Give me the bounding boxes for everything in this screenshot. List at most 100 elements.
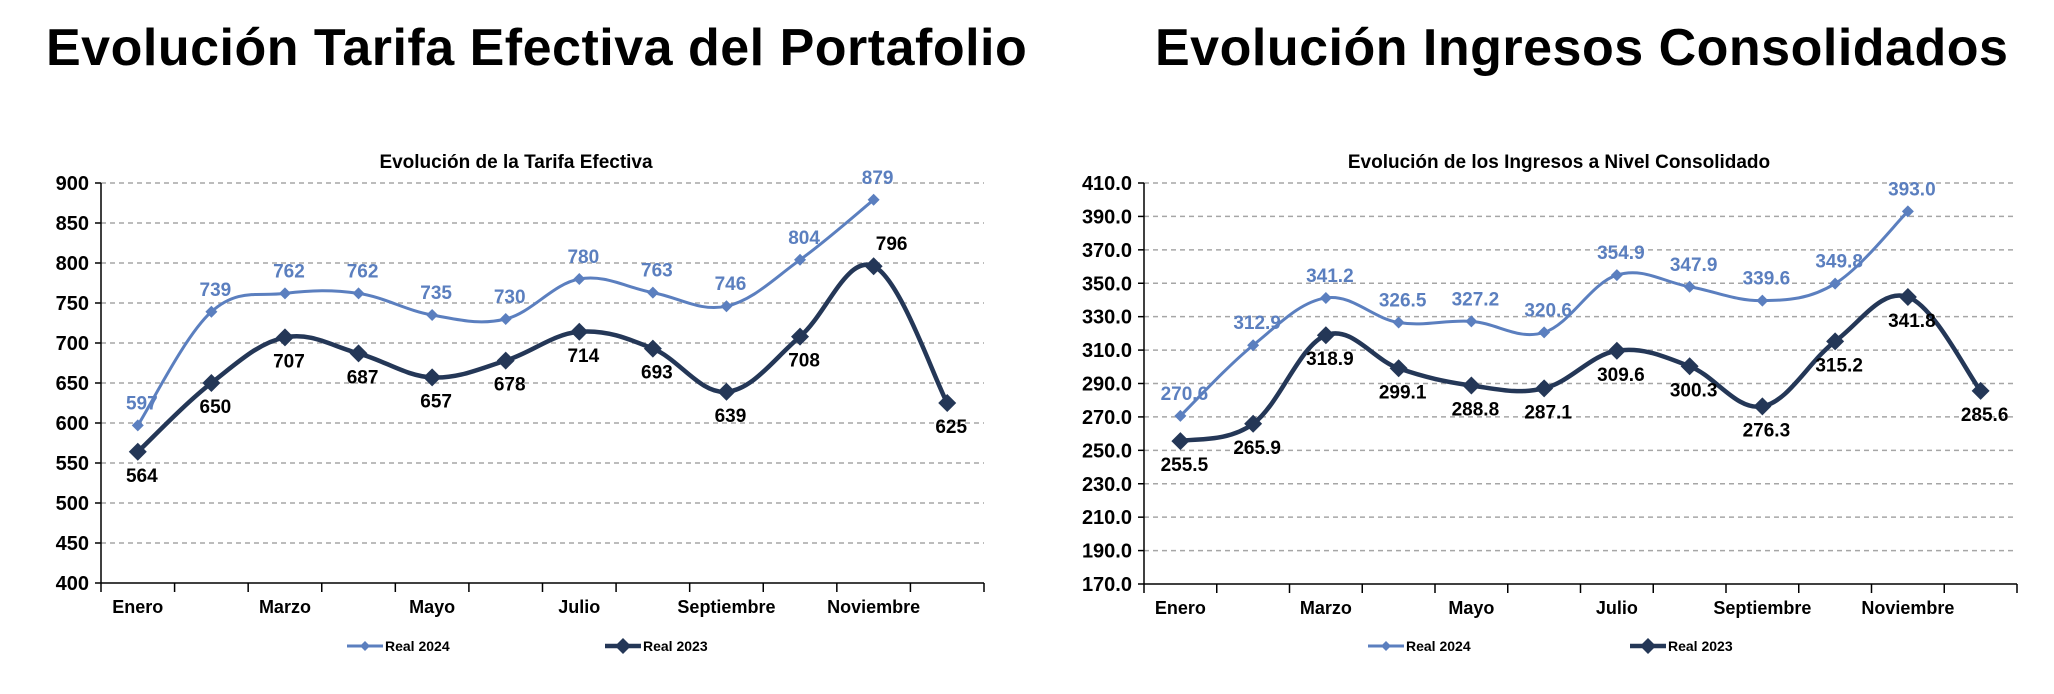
data-point: [205, 305, 218, 318]
y-tick-label: 700: [56, 333, 89, 355]
data-point: [643, 339, 662, 358]
data-point: [1319, 291, 1332, 304]
series-real-2024: 270.6 312.9 341.2 326.5 327.2 320.6 354.9 347.9…: [1161, 179, 1936, 422]
data-point: [128, 442, 147, 461]
data-label: 255.5: [1161, 455, 1209, 476]
chart-tarifa: Evolución de la Tarifa Efectiva 400 450 500…: [56, 152, 985, 654]
data-label: 735: [420, 283, 452, 304]
data-point: [1971, 381, 1990, 400]
data-label: 347.9: [1670, 255, 1718, 276]
y-tick-label: 450: [56, 533, 89, 555]
x-tick-label: Marzo: [1300, 598, 1352, 618]
legend-marker: [615, 638, 631, 654]
data-point: [349, 344, 368, 363]
data-point: [1462, 376, 1481, 395]
legend-label: Real 2024: [1406, 638, 1471, 654]
data-label: 339.6: [1743, 269, 1791, 290]
data-point: [794, 253, 807, 266]
data-label: 687: [347, 367, 379, 388]
data-point: [938, 394, 957, 412]
data-label: 327.2: [1452, 289, 1500, 310]
x-tick-label: Mayo: [1448, 598, 1494, 618]
data-label: 341.8: [1888, 311, 1936, 332]
data-point: [1901, 205, 1914, 218]
data-point: [864, 257, 883, 276]
y-tick-label: 550: [56, 453, 89, 475]
legend-item-real-2023: Real 2023: [1630, 638, 1733, 654]
data-label: 796: [876, 234, 908, 255]
y-tick-label: 650: [56, 373, 89, 395]
data-label: 300.3: [1670, 380, 1718, 401]
y-tick-label: 310.0: [1082, 340, 1132, 362]
data-point: [1826, 332, 1845, 351]
data-label: 288.8: [1452, 400, 1500, 421]
data-point: [1898, 287, 1917, 306]
data-point: [1465, 315, 1478, 328]
legend-label: Real 2023: [643, 638, 708, 654]
y-tick-label: 290.0: [1082, 374, 1132, 396]
data-label: 312.9: [1233, 313, 1281, 334]
data-point: [1171, 432, 1190, 451]
legend-marker: [1640, 638, 1656, 654]
data-label: 285.6: [1961, 405, 2009, 426]
data-label: 739: [200, 280, 232, 301]
data-point: [1610, 269, 1623, 282]
legend-label: Real 2023: [1668, 638, 1733, 654]
data-point: [202, 374, 221, 392]
data-point: [570, 322, 589, 341]
data-label: 341.2: [1306, 266, 1354, 287]
data-label: 708: [788, 351, 820, 372]
data-label: 714: [567, 346, 599, 367]
data-point: [573, 273, 586, 285]
y-tick-label: 370.0: [1082, 240, 1132, 262]
data-point: [1753, 397, 1772, 416]
data-point: [352, 287, 365, 300]
data-point: [867, 193, 880, 206]
data-point: [646, 286, 659, 299]
y-tick-label: 410.0: [1082, 173, 1132, 195]
data-label: 707: [273, 351, 305, 372]
data-label: 318.9: [1306, 349, 1354, 370]
data-label: 678: [494, 375, 526, 396]
data-point: [1756, 294, 1769, 307]
y-tick-label: 800: [56, 253, 89, 275]
data-label: 693: [641, 363, 673, 384]
series-real-2023: 255.5 265.9 318.9 299.1 288.8 287.1 309.6 300.3…: [1161, 287, 2009, 476]
data-label: 780: [567, 247, 599, 268]
legend-item-real-2023: Real 2023: [605, 638, 708, 654]
data-label: 650: [200, 397, 232, 418]
x-tick-label: Julio: [1596, 598, 1638, 618]
legend-marker: [360, 641, 370, 651]
data-label: 393.0: [1888, 179, 1936, 200]
y-tick-label: 850: [56, 213, 89, 235]
data-label: 762: [273, 261, 305, 282]
chart-ingresos: Evolución de los Ingresos a Nivel Consol…: [1082, 152, 2018, 654]
y-tick-label: 170.0: [1082, 574, 1132, 596]
data-point: [423, 368, 442, 387]
x-tick-label: Noviembre: [1861, 598, 1954, 618]
data-label: 309.6: [1597, 365, 1645, 386]
data-point: [791, 327, 810, 346]
data-label: 349.8: [1815, 252, 1863, 273]
data-point: [275, 328, 294, 347]
x-tick-label: Marzo: [259, 597, 311, 617]
series-real-2023: 564 650 707 687 657 678 714 693 639 708 796 625: [126, 234, 968, 487]
series-line: [136, 262, 950, 454]
legend-item-real-2024: Real 2024: [1368, 638, 1471, 654]
legend-label: Real 2024: [385, 638, 450, 654]
y-tick-label: 400: [56, 573, 89, 595]
data-label: 597: [126, 393, 158, 414]
x-tick-label: Julio: [558, 597, 600, 617]
x-tick-label: Enero: [1155, 598, 1206, 618]
data-label: 276.3: [1743, 420, 1791, 441]
legend-marker: [1381, 641, 1391, 651]
data-label: 299.1: [1379, 382, 1427, 403]
data-label: 639: [715, 406, 747, 427]
series-real-2024: 597 739 762 762 735 730 780 763 746 804 879: [126, 168, 893, 432]
data-point: [720, 300, 733, 313]
data-point: [1680, 357, 1699, 376]
data-label: 564: [126, 466, 158, 487]
y-tick-label: 190.0: [1082, 541, 1132, 563]
data-point: [1392, 316, 1405, 329]
